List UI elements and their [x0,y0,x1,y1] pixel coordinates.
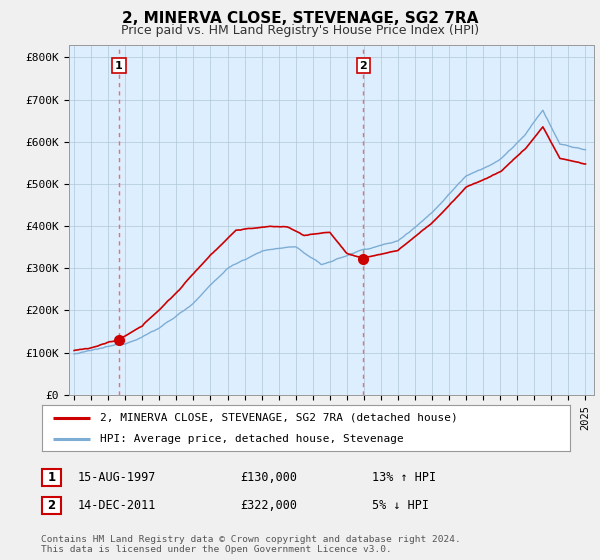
Text: 13% ↑ HPI: 13% ↑ HPI [372,470,436,484]
Text: £130,000: £130,000 [240,470,297,484]
Text: Price paid vs. HM Land Registry's House Price Index (HPI): Price paid vs. HM Land Registry's House … [121,24,479,37]
Text: Contains HM Land Registry data © Crown copyright and database right 2024.
This d: Contains HM Land Registry data © Crown c… [41,535,461,554]
Text: HPI: Average price, detached house, Stevenage: HPI: Average price, detached house, Stev… [100,435,404,444]
Text: 2, MINERVA CLOSE, STEVENAGE, SG2 7RA (detached house): 2, MINERVA CLOSE, STEVENAGE, SG2 7RA (de… [100,413,458,423]
Text: 1: 1 [47,470,56,484]
FancyBboxPatch shape [42,469,61,486]
Text: 2: 2 [359,60,367,71]
Text: £322,000: £322,000 [240,498,297,512]
Text: 1: 1 [115,60,123,71]
FancyBboxPatch shape [42,497,61,514]
Text: 15-AUG-1997: 15-AUG-1997 [77,470,156,484]
Text: 2: 2 [47,498,56,512]
Text: 14-DEC-2011: 14-DEC-2011 [77,498,156,512]
Text: 2, MINERVA CLOSE, STEVENAGE, SG2 7RA: 2, MINERVA CLOSE, STEVENAGE, SG2 7RA [122,11,478,26]
Text: 5% ↓ HPI: 5% ↓ HPI [372,498,429,512]
